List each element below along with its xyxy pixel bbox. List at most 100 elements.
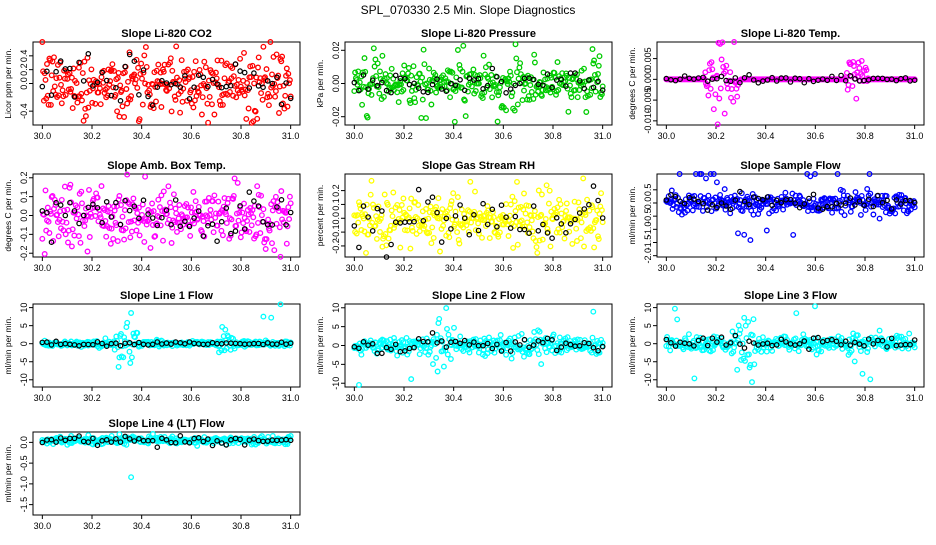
data-point: [209, 101, 215, 108]
y-tick-label: 5: [19, 323, 29, 328]
data-point: [530, 95, 537, 102]
data-point: [88, 66, 95, 73]
data-point: [124, 319, 131, 326]
data-point: [388, 207, 395, 214]
data-point: [430, 234, 437, 241]
data-point: [68, 74, 75, 81]
reference-point: [750, 340, 757, 346]
data-point: [141, 238, 148, 245]
reference-point: [471, 339, 477, 345]
data-point: [109, 61, 116, 68]
data-point: [272, 88, 279, 95]
reference-point: [691, 196, 697, 202]
reference-point: [737, 188, 743, 195]
data-point: [98, 183, 105, 190]
reference-point: [723, 342, 729, 348]
x-tick-label: 30.2: [707, 393, 725, 403]
reference-point: [457, 77, 463, 83]
data-point: [139, 101, 146, 108]
reference-point: [57, 58, 64, 64]
reference-point: [103, 199, 110, 205]
data-point: [82, 113, 89, 120]
x-tick-label: 31.0: [906, 263, 924, 273]
data-point: [553, 209, 559, 216]
data-point: [176, 77, 183, 84]
reference-point: [489, 345, 496, 352]
data-point: [352, 69, 359, 76]
data-point: [447, 94, 454, 101]
data-point: [865, 345, 871, 352]
data-point: [126, 49, 133, 56]
data-point: [685, 331, 692, 338]
reference-point: [475, 75, 482, 82]
data-point: [450, 190, 457, 197]
reference-point: [223, 83, 230, 90]
reference-point: [159, 214, 165, 221]
panel-title: Slope Amb. Box Temp.: [107, 160, 226, 172]
data-point: [71, 232, 78, 239]
data-point: [152, 233, 159, 240]
data-point: [532, 238, 539, 244]
data-point: [136, 116, 143, 123]
reference-point: [67, 65, 73, 72]
data-point: [554, 204, 561, 211]
data-point: [255, 64, 261, 71]
reference-point: [801, 338, 808, 344]
data-point: [382, 231, 389, 237]
data-point: [558, 210, 565, 217]
data-point: [750, 211, 757, 218]
data-point: [857, 348, 864, 355]
data-point: [124, 171, 131, 178]
data-point: [111, 67, 117, 74]
data-point: [455, 236, 462, 243]
panel-title: Slope Li-820 CO2: [121, 28, 211, 40]
reference-point: [714, 339, 720, 345]
reference-point: [136, 435, 142, 442]
reference-point: [53, 439, 59, 445]
reference-point: [99, 219, 105, 226]
reference-point: [590, 84, 597, 91]
data-point: [792, 335, 799, 342]
reference-point: [677, 198, 683, 205]
data-point: [426, 209, 433, 216]
data-point: [190, 104, 197, 111]
data-point: [415, 202, 422, 208]
data-point: [209, 198, 216, 205]
data-point: [389, 213, 396, 220]
x-tick-label: 30.4: [133, 131, 151, 141]
data-point: [263, 66, 270, 73]
reference-point: [365, 214, 371, 220]
data-point: [237, 55, 244, 62]
reference-point: [85, 50, 92, 57]
data-point: [101, 207, 108, 213]
data-point: [563, 200, 570, 207]
y-tick-label: 0.1: [331, 198, 341, 211]
data-point: [370, 201, 376, 208]
data-point: [217, 102, 224, 108]
reference-point: [177, 84, 184, 90]
data-point: [458, 84, 465, 91]
data-point: [249, 62, 256, 69]
reference-point: [402, 76, 408, 82]
reference-point: [484, 82, 491, 89]
data-point: [518, 330, 525, 337]
data-point: [563, 207, 570, 214]
data-point: [287, 200, 294, 207]
reference-point: [260, 84, 266, 91]
data-point: [451, 118, 458, 125]
y-tick-label: -5: [643, 358, 653, 366]
reference-point: [140, 67, 147, 73]
data-point: [199, 94, 206, 101]
reference-point: [875, 192, 881, 199]
data-point: [698, 171, 705, 177]
data-point: [465, 228, 472, 235]
data-point: [746, 198, 753, 205]
data-point: [119, 103, 126, 110]
data-point: [248, 74, 254, 81]
data-point: [221, 75, 228, 82]
y-tick-label: -0.2: [19, 245, 29, 261]
data-point: [379, 52, 386, 59]
reference-point: [773, 342, 780, 348]
reference-point: [241, 226, 248, 232]
data-point: [471, 208, 478, 215]
